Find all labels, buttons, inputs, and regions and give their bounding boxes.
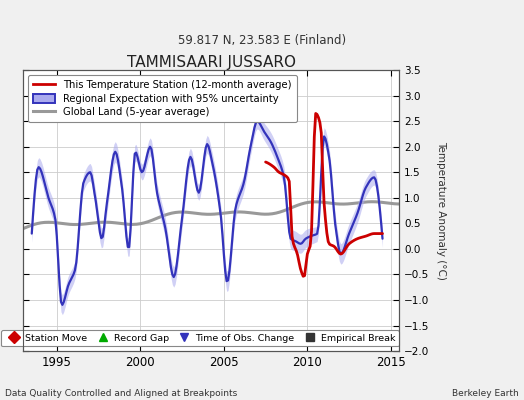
Legend: This Temperature Station (12-month average), Regional Expectation with 95% uncer: This Temperature Station (12-month avera… — [28, 75, 297, 122]
Y-axis label: Temperature Anomaly (°C): Temperature Anomaly (°C) — [436, 141, 446, 280]
Text: 59.817 N, 23.583 E (Finland): 59.817 N, 23.583 E (Finland) — [178, 34, 346, 47]
Title: TAMMISAARI JUSSARO: TAMMISAARI JUSSARO — [127, 55, 296, 70]
Legend: Station Move, Record Gap, Time of Obs. Change, Empirical Break: Station Move, Record Gap, Time of Obs. C… — [1, 330, 399, 346]
Text: Berkeley Earth: Berkeley Earth — [452, 389, 519, 398]
Text: Data Quality Controlled and Aligned at Breakpoints: Data Quality Controlled and Aligned at B… — [5, 389, 237, 398]
